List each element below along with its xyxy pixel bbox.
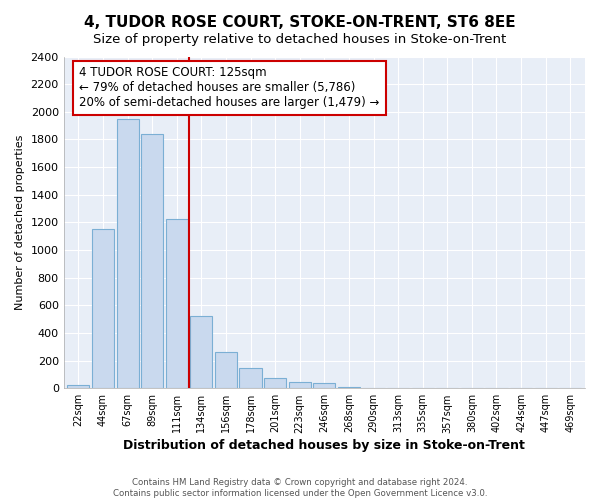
Bar <box>289 382 311 388</box>
Bar <box>313 384 335 388</box>
Bar <box>166 219 188 388</box>
Bar <box>67 385 89 388</box>
Text: 4, TUDOR ROSE COURT, STOKE-ON-TRENT, ST6 8EE: 4, TUDOR ROSE COURT, STOKE-ON-TRENT, ST6… <box>84 15 516 30</box>
Bar <box>338 387 360 388</box>
Bar <box>239 368 262 388</box>
Bar <box>190 316 212 388</box>
Text: Size of property relative to detached houses in Stoke-on-Trent: Size of property relative to detached ho… <box>94 32 506 46</box>
Y-axis label: Number of detached properties: Number of detached properties <box>15 134 25 310</box>
Text: 4 TUDOR ROSE COURT: 125sqm
← 79% of detached houses are smaller (5,786)
20% of s: 4 TUDOR ROSE COURT: 125sqm ← 79% of deta… <box>79 66 380 110</box>
Bar <box>215 352 237 389</box>
Bar <box>92 228 114 388</box>
Bar <box>116 118 139 388</box>
X-axis label: Distribution of detached houses by size in Stoke-on-Trent: Distribution of detached houses by size … <box>124 440 525 452</box>
Bar <box>264 378 286 388</box>
Bar <box>141 134 163 388</box>
Text: Contains HM Land Registry data © Crown copyright and database right 2024.
Contai: Contains HM Land Registry data © Crown c… <box>113 478 487 498</box>
